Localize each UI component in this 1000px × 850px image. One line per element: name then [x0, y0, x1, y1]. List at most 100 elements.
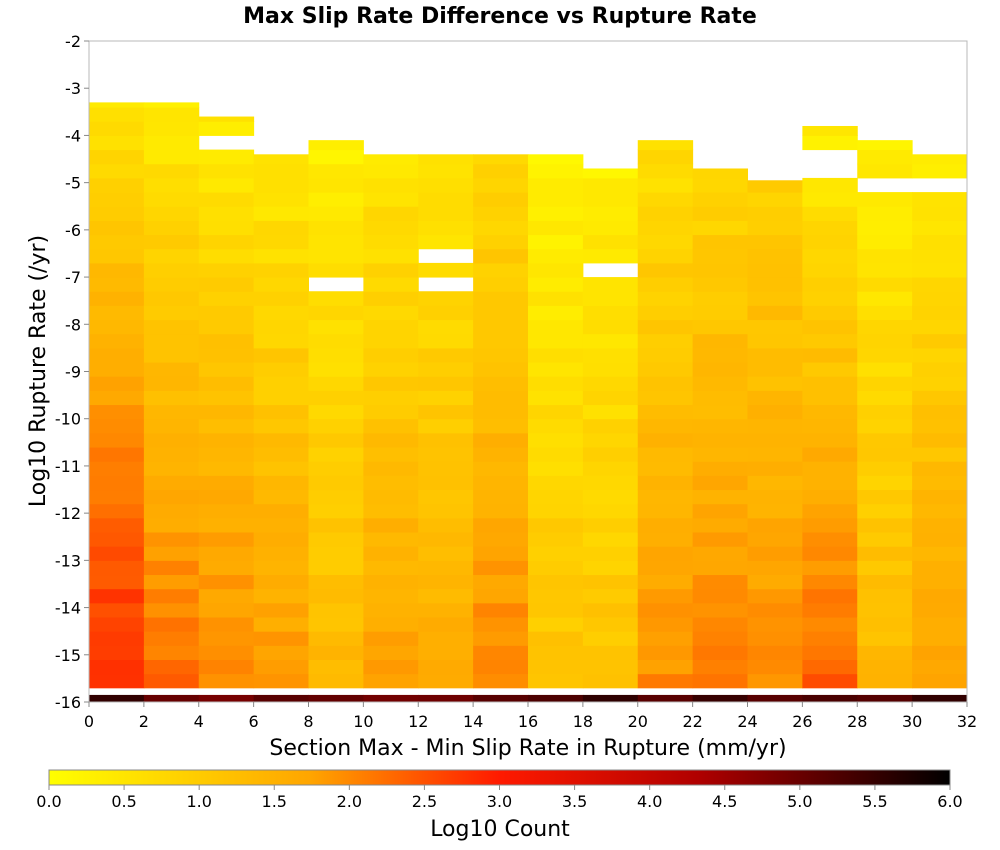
heatmap-cell	[143, 404, 200, 420]
heatmap-cell	[857, 588, 913, 604]
heatmap-cell	[528, 659, 584, 675]
heatmap-cell	[582, 347, 639, 363]
heatmap-cell	[912, 673, 968, 689]
x-tick-label: 0	[84, 712, 94, 731]
heatmap-cell	[418, 588, 474, 604]
heatmap-cell	[528, 645, 584, 660]
heatmap-cell	[418, 163, 474, 179]
colorbar-tick-label: 5.5	[862, 792, 887, 811]
heatmap-cell	[582, 432, 639, 448]
chart-title: Max Slip Rate Difference vs Rupture Rate	[243, 4, 757, 29]
heatmap-cell	[912, 262, 968, 278]
heatmap-cell	[857, 192, 913, 207]
heatmap-cell	[912, 475, 968, 491]
heatmap-cell	[143, 192, 200, 207]
heatmap-cell	[857, 305, 913, 321]
heatmap-cell	[692, 617, 749, 632]
x-tick-label: 8	[303, 712, 313, 731]
heatmap-cell	[912, 532, 968, 547]
heatmap-cell	[637, 532, 694, 547]
heatmap-cell	[692, 447, 749, 462]
colorbar-tick-label: 3.5	[562, 792, 587, 811]
heatmap-cell	[253, 694, 310, 703]
heatmap-cell	[418, 461, 474, 476]
heatmap-cell	[253, 645, 310, 660]
heatmap-cell	[802, 673, 858, 689]
heatmap-cell	[363, 517, 419, 533]
heatmap-cell	[363, 574, 419, 590]
heatmap-cell	[198, 149, 255, 165]
heatmap-cell	[143, 107, 200, 122]
heatmap-cell	[253, 517, 310, 533]
heatmap-cell	[528, 206, 584, 221]
heatmap-cell	[198, 432, 255, 448]
heatmap-cell	[308, 333, 364, 349]
heatmap-cell	[802, 659, 858, 675]
heatmap-cell	[637, 503, 694, 519]
heatmap-cell	[363, 532, 419, 547]
heatmap-cell	[198, 461, 255, 476]
heatmap-cell	[253, 602, 310, 618]
heatmap-cell	[143, 694, 200, 703]
x-tick-label: 32	[957, 712, 977, 731]
heatmap-cell	[143, 163, 200, 179]
heatmap-cell	[582, 602, 639, 618]
heatmap-cell	[89, 602, 145, 618]
heatmap-cell	[747, 461, 803, 476]
heatmap-cell	[253, 192, 310, 207]
heatmap-cell	[747, 503, 803, 519]
heatmap-cell	[857, 262, 913, 278]
heatmap-cell	[582, 333, 639, 349]
heatmap-cell	[418, 574, 474, 590]
heatmap-cell	[473, 291, 529, 306]
heatmap-cell	[418, 673, 474, 689]
heatmap-cell	[692, 532, 749, 547]
heatmap-cell	[857, 673, 913, 689]
x-tick-label: 30	[902, 712, 922, 731]
heatmap-cell	[418, 220, 474, 236]
heatmap-cell	[418, 602, 474, 618]
y-tick-label: -7	[65, 268, 81, 287]
heatmap-cell	[308, 475, 364, 491]
heatmap-cell	[582, 248, 639, 264]
heatmap-cell	[802, 461, 858, 476]
heatmap-cell	[89, 475, 145, 491]
heatmap-cell	[473, 333, 529, 349]
heatmap-cell	[857, 461, 913, 476]
heatmap-cell	[747, 206, 803, 221]
heatmap-cell	[692, 333, 749, 349]
heatmap-cell	[198, 262, 255, 278]
heatmap-cell	[802, 574, 858, 590]
heatmap-cell	[692, 206, 749, 221]
x-axis-ticks: 0 2 4 6 8 10 12 14 16 18 20 22 24 26 28 30 32	[84, 702, 977, 731]
heatmap-cell	[912, 192, 968, 207]
heatmap-cell	[747, 248, 803, 264]
heatmap-cell	[637, 404, 694, 420]
heatmap-cell	[308, 588, 364, 604]
heatmap-cell	[582, 461, 639, 476]
heatmap-cell	[637, 560, 694, 576]
heatmap-cell	[308, 149, 364, 165]
heatmap-cell	[802, 234, 858, 250]
heatmap-cell	[418, 291, 474, 306]
heatmap-cell	[857, 277, 913, 292]
colorbar-tick-label: 0.5	[111, 792, 136, 811]
heatmap-cell	[747, 659, 803, 675]
heatmap-cell	[802, 319, 858, 335]
heatmap-cell	[637, 234, 694, 250]
heatmap-cell	[582, 319, 639, 335]
heatmap-cell	[143, 376, 200, 391]
heatmap-cell	[528, 461, 584, 476]
x-tick-label: 10	[353, 712, 373, 731]
heatmap-cell	[198, 333, 255, 349]
heatmap-cell	[802, 220, 858, 236]
heatmap-cell	[473, 694, 529, 703]
heatmap-cell	[473, 503, 529, 519]
heatmap-cell	[582, 277, 639, 292]
heatmap-cell	[363, 347, 419, 363]
heatmap-cell	[89, 532, 145, 547]
heatmap-cell	[692, 694, 749, 703]
heatmap-cell	[528, 617, 584, 632]
heatmap-cell	[363, 645, 419, 660]
heatmap-cell	[418, 262, 474, 278]
